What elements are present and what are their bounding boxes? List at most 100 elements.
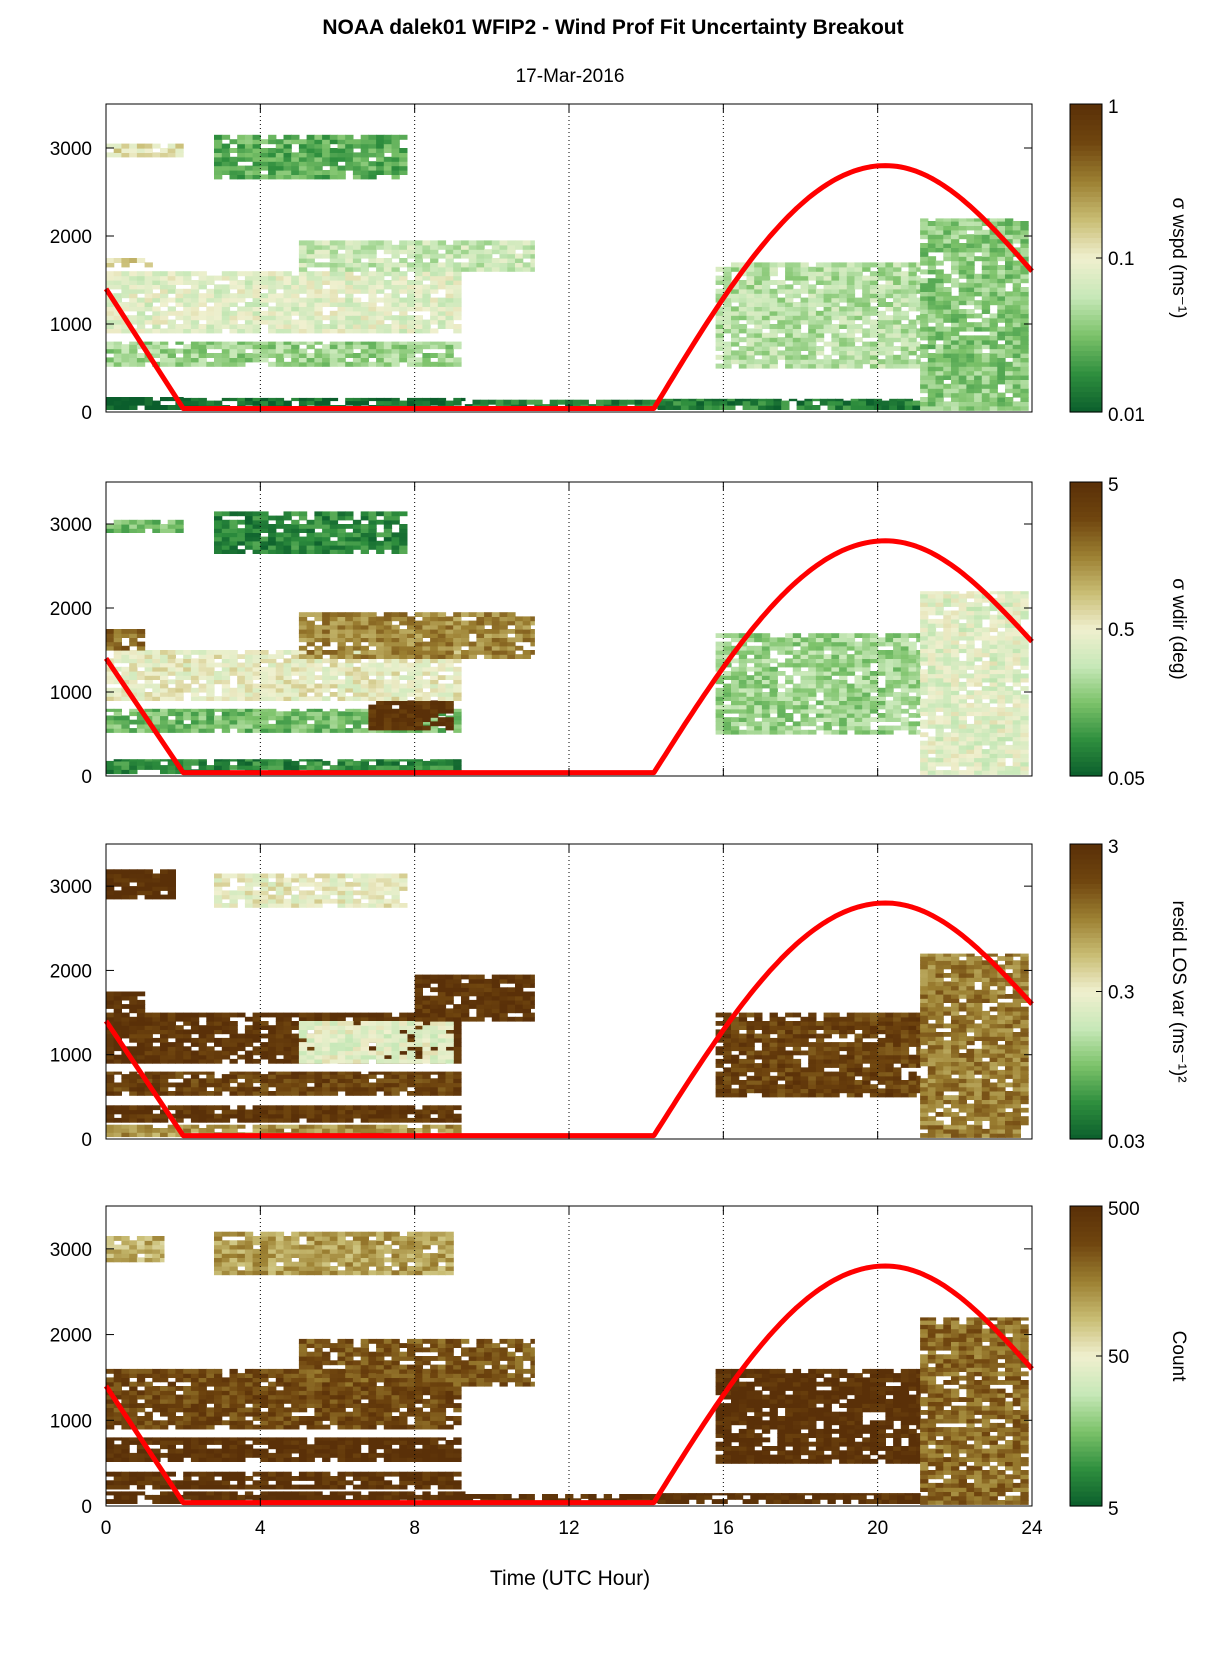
heatmap-cell xyxy=(990,331,998,336)
heatmap-cell xyxy=(831,679,839,684)
heatmap-cell xyxy=(230,157,238,162)
heatmap-cell xyxy=(314,174,322,179)
heatmap-cell xyxy=(299,298,307,303)
heatmap-cell xyxy=(885,679,893,684)
heatmap-cell xyxy=(422,761,430,766)
heatmap-cell xyxy=(237,688,245,693)
heatmap-cell xyxy=(415,765,423,770)
heatmap-cell xyxy=(345,302,353,307)
heatmap-cell xyxy=(230,541,238,546)
heatmap-cell xyxy=(345,646,353,651)
heatmap-cell xyxy=(330,174,338,179)
heatmap-cell xyxy=(384,646,392,651)
heatmap-cell xyxy=(160,663,168,668)
heatmap-cell xyxy=(916,333,921,338)
heatmap-cell xyxy=(160,302,168,307)
heatmap-cell xyxy=(330,320,338,325)
heatmap-cell xyxy=(446,254,454,259)
heatmap-cell xyxy=(943,636,951,641)
heatmap-cell xyxy=(1020,230,1028,235)
heatmap-cell xyxy=(974,362,982,367)
heatmap-cell xyxy=(314,511,322,516)
heatmap-cell xyxy=(716,717,724,722)
heatmap-cell xyxy=(322,637,330,642)
heatmap-cell xyxy=(376,148,384,153)
heatmap-cell xyxy=(322,541,330,546)
heatmap-cell xyxy=(214,765,222,770)
heatmap-cell xyxy=(284,324,292,329)
heatmap-cell xyxy=(191,728,199,733)
heatmap-cell xyxy=(230,520,238,525)
heatmap-cell xyxy=(770,337,778,342)
heatmap-cell xyxy=(299,724,307,729)
heatmap-cell xyxy=(160,724,168,729)
heatmap-cell xyxy=(376,170,384,175)
heatmap-cell xyxy=(928,716,936,721)
heatmap-cell xyxy=(530,642,535,647)
heatmap-cell xyxy=(990,349,998,354)
heatmap-cell xyxy=(376,166,384,171)
heatmap-cell xyxy=(716,346,724,351)
heatmap-cell xyxy=(785,289,793,294)
heatmap-cell xyxy=(299,612,307,617)
heatmap-cell xyxy=(338,524,346,529)
heatmap-cell xyxy=(909,705,917,710)
heatmap-cell xyxy=(990,340,998,345)
heatmap-cell xyxy=(893,667,901,672)
heatmap-cell xyxy=(990,406,998,411)
heatmap-cell xyxy=(145,289,153,294)
heatmap-cell xyxy=(847,646,855,651)
heatmap-cell xyxy=(338,692,346,697)
heatmap-cell xyxy=(831,276,839,281)
heatmap-cell xyxy=(446,267,454,272)
heatmap-cell xyxy=(160,320,168,325)
heatmap-cell xyxy=(839,654,847,659)
heatmap-cell xyxy=(407,726,415,731)
heatmap-cell xyxy=(137,152,145,157)
heatmap-cell xyxy=(299,315,307,320)
heatmap-cell xyxy=(330,258,338,263)
heatmap-cell xyxy=(928,640,936,645)
heatmap-cell xyxy=(785,315,793,320)
heatmap-cell xyxy=(974,322,982,327)
heatmap-cell xyxy=(430,320,438,325)
heatmap-cell xyxy=(1020,331,1028,336)
heatmap-cell xyxy=(530,262,535,267)
heatmap-cell xyxy=(245,696,253,701)
heatmap-cell xyxy=(160,765,168,770)
heatmap-cell xyxy=(928,225,936,230)
heatmap-cell xyxy=(276,537,284,542)
heatmap-cell xyxy=(284,692,292,697)
heatmap-cell xyxy=(920,749,928,754)
heatmap-cell xyxy=(299,349,307,354)
heatmap-cell xyxy=(747,302,755,307)
heatmap-cell xyxy=(399,684,407,689)
heatmap-cell xyxy=(430,675,438,680)
heatmap-cell xyxy=(515,629,523,634)
heatmap-cell xyxy=(368,271,376,276)
heatmap-cell xyxy=(966,349,974,354)
heatmap-cell xyxy=(168,520,176,525)
heatmap-cell xyxy=(862,315,870,320)
heatmap-cell xyxy=(928,357,936,362)
heatmap-cell xyxy=(762,364,770,369)
heatmap-cell xyxy=(855,654,863,659)
heatmap-cell xyxy=(415,761,423,766)
heatmap-cell xyxy=(291,696,299,701)
heatmap-cell xyxy=(345,267,353,272)
heatmap-cell xyxy=(430,612,438,617)
heatmap-cell xyxy=(322,728,330,733)
heatmap-cell xyxy=(500,240,508,245)
heatmap-cell xyxy=(909,646,917,651)
heatmap-cell xyxy=(430,240,438,245)
heatmap-cell xyxy=(808,346,816,351)
heatmap-cell xyxy=(307,284,315,289)
heatmap-cell xyxy=(345,654,353,659)
heatmap-cell xyxy=(476,646,484,651)
heatmap-cell xyxy=(361,135,369,140)
heatmap-cell xyxy=(997,313,1005,318)
heatmap-cell xyxy=(1005,344,1013,349)
heatmap-cell xyxy=(106,357,114,362)
heatmap-cell xyxy=(747,298,755,303)
heatmap-cell xyxy=(299,271,307,276)
